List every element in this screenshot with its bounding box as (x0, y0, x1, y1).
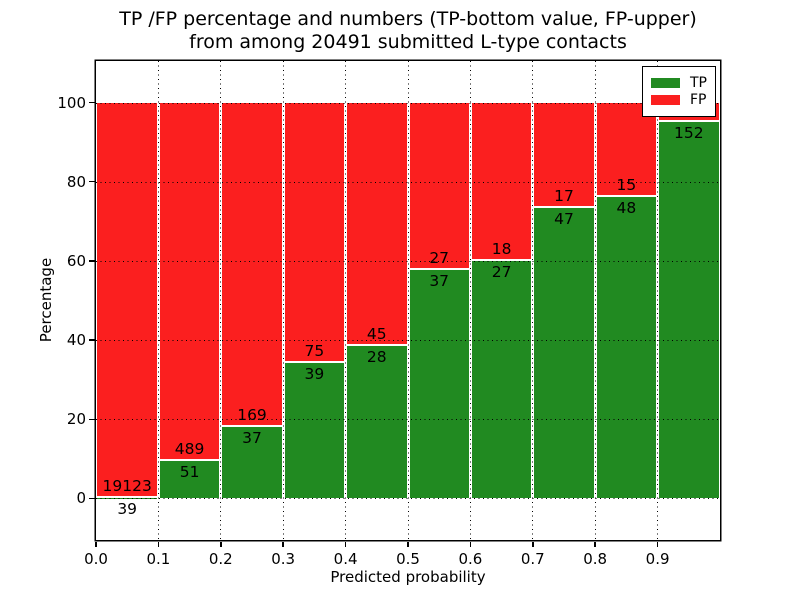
vertical-gridline (468, 61, 472, 540)
legend-row-fp: FP (651, 93, 707, 107)
vertical-gridline (281, 61, 285, 540)
x-tick-label: 0.3 (271, 550, 296, 568)
x-tick-label: 0.6 (458, 550, 483, 568)
fp-bar-segment (158, 102, 221, 462)
vertical-gridline (344, 61, 348, 540)
fp-count-label: 169 (237, 406, 267, 425)
x-tick-mark (157, 541, 160, 547)
x-tick-mark (469, 541, 472, 547)
fp-bar-segment (408, 102, 471, 270)
tp-count-label: 39 (304, 365, 325, 384)
x-tick-label: 0.9 (645, 550, 670, 568)
chart-title-line1: TP /FP percentage and numbers (TP-bottom… (119, 8, 697, 30)
tp-legend-swatch (651, 78, 680, 88)
tp-bar-segment (220, 427, 284, 499)
fp-bar-segment (283, 102, 346, 364)
tp-count-label: 39 (117, 499, 138, 518)
fp-count-label: 15 (616, 175, 637, 194)
y-tick-label: 60 (66, 251, 86, 270)
tp-count-label: 27 (491, 262, 512, 281)
y-tick-label: 20 (66, 410, 86, 429)
tp-bar-segment (470, 260, 533, 499)
chart-title-line2: from among 20491 submitted L-type contac… (189, 31, 627, 53)
y-tick-mark (88, 260, 95, 262)
tp-bar-segment (345, 346, 408, 499)
fp-count-label: 19123 (102, 476, 152, 495)
legend-label-tp: TP (690, 75, 707, 91)
fp-count-label: 75 (304, 342, 325, 361)
x-tick-label: 0.0 (84, 550, 108, 568)
y-tick-mark (88, 101, 95, 104)
vertical-gridline (406, 61, 410, 540)
tp-bar-segment (532, 207, 596, 499)
horizontal-gridline (96, 181, 720, 183)
x-tick-mark (656, 541, 659, 547)
tp-count-label: 28 (366, 348, 387, 367)
vertical-gridline (656, 61, 660, 540)
x-tick-mark (220, 541, 222, 547)
vertical-gridline (219, 61, 223, 540)
x-tick-label: 0.2 (208, 550, 233, 568)
horizontal-gridline (96, 260, 720, 262)
horizontal-gridline (96, 102, 720, 104)
x-tick-mark (344, 541, 347, 547)
vertical-gridline (156, 61, 160, 540)
horizontal-gridline (96, 498, 720, 500)
fp-bar-segment (595, 102, 658, 197)
legend: TP FP (642, 66, 716, 117)
legend-label-fp: FP (690, 92, 707, 108)
fp-bar-segment (220, 102, 284, 428)
fp-count-label: 489 (174, 440, 205, 459)
horizontal-gridline (96, 340, 720, 342)
tp-count-label: 152 (674, 124, 704, 143)
x-tick-label: 0.7 (520, 550, 545, 568)
horizontal-gridline (96, 419, 720, 421)
tp-bar-segment (595, 196, 658, 499)
x-tick-label: 0.8 (583, 550, 608, 568)
y-tick-label: 40 (66, 331, 86, 350)
tp-count-label: 37 (429, 271, 450, 290)
x-tick-mark (594, 541, 596, 547)
fp-bar-segment (96, 102, 159, 498)
fp-count-label: 27 (429, 248, 450, 267)
x-axis-label: Predicted probability (330, 568, 486, 586)
fp-bar-segment (532, 102, 596, 208)
plot-area: 19123 39 489 51 169 37 75 39 45 28 27 37 18 27 17 47 15 4… (96, 61, 720, 540)
x-tick-mark (407, 541, 409, 547)
tp-count-label: 37 (242, 429, 262, 448)
y-tick-mark (88, 339, 95, 341)
fp-count-label: 17 (554, 186, 574, 205)
x-tick-mark (95, 541, 97, 547)
fp-count-label: 45 (366, 325, 387, 344)
tp-bar-segment (657, 122, 720, 499)
x-tick-label: 0.5 (396, 550, 420, 568)
x-tick-label: 0.4 (333, 550, 358, 568)
y-tick-mark (88, 180, 95, 183)
y-tick-label: 100 (57, 93, 86, 112)
tp-count-label: 48 (616, 198, 637, 217)
y-tick-mark (88, 418, 95, 420)
chart-title: TP /FP percentage and numbers (TP-bottom… (96, 8, 720, 54)
x-tick-mark (532, 541, 534, 547)
legend-row-tp: TP (651, 76, 707, 90)
y-tick-label: 0 (76, 489, 86, 508)
fp-bar-segment (345, 102, 408, 347)
fp-count-label: 18 (491, 239, 512, 258)
vertical-gridline (531, 61, 535, 540)
y-axis-label: Percentage (37, 257, 55, 343)
tp-bar-segment (408, 269, 471, 499)
tp-count-label: 47 (554, 209, 574, 228)
fp-legend-swatch (651, 95, 680, 105)
vertical-gridline (593, 61, 597, 540)
tp-bar-segment (283, 363, 346, 499)
y-tick-label: 80 (66, 172, 86, 191)
x-tick-label: 0.1 (146, 550, 171, 568)
x-tick-mark (282, 541, 284, 547)
y-tick-mark (88, 497, 95, 500)
tp-count-label: 51 (179, 463, 200, 482)
